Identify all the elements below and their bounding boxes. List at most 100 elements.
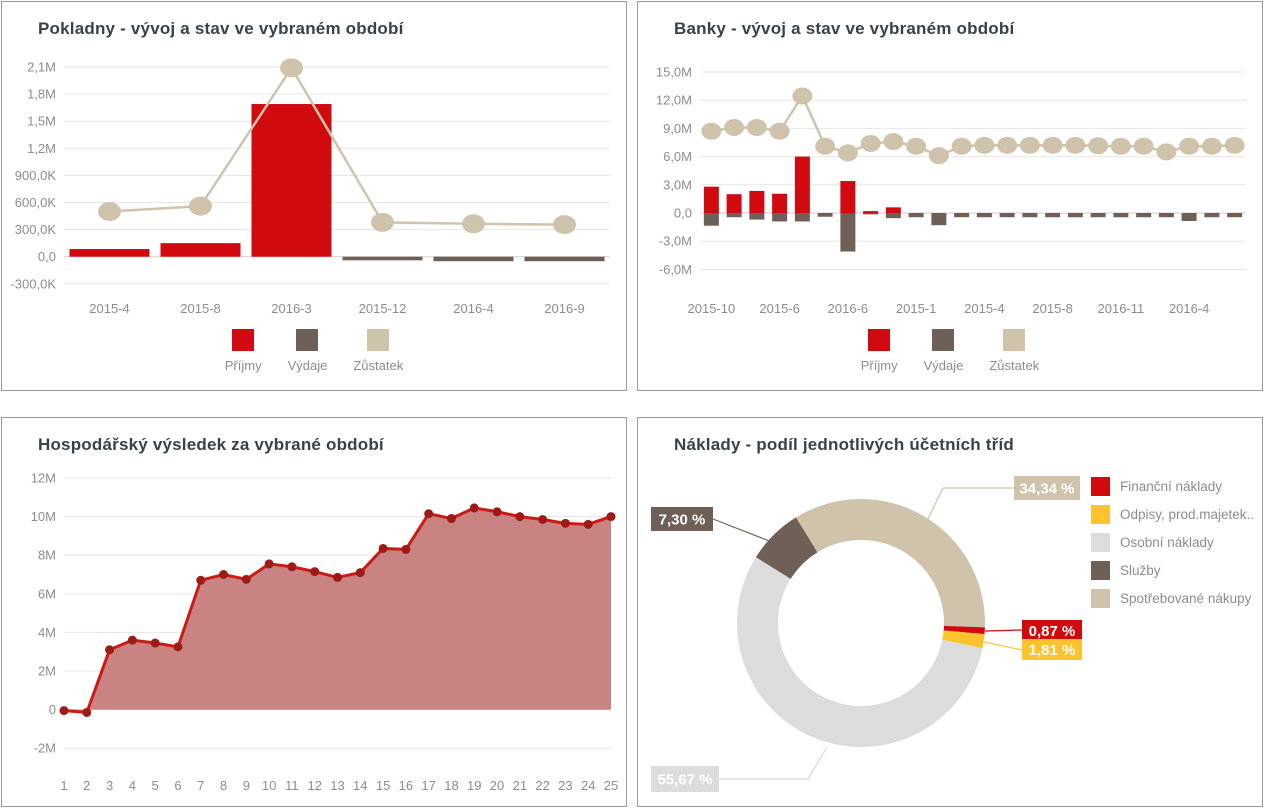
legend-item-spotrebovane-nakupy[interactable]: Spotřebované nákupy <box>1091 589 1254 608</box>
bar-Výdaje-22[interactable] <box>1204 213 1220 218</box>
bar-Výdaje-3[interactable] <box>772 213 788 222</box>
legend-item-zustatek[interactable]: Zůstatek <box>353 329 403 373</box>
point-21[interactable] <box>515 512 525 522</box>
donut-slice-1[interactable] <box>943 625 985 635</box>
point-17[interactable] <box>424 509 434 519</box>
banky-bar-line-chart[interactable]: 15,0M 12,0M 9,0M 6,0M 3,0M 0,0 -3,0M -6,0M 2015-… <box>638 2 1262 390</box>
bar-Příjmy-1[interactable] <box>160 243 241 257</box>
legend-item-prijmy[interactable]: Příjmy <box>861 329 898 373</box>
point-Zůstatek-3[interactable] <box>769 122 790 140</box>
bar-Výdaje-20[interactable] <box>1158 213 1174 218</box>
bar-Výdaje-5[interactable] <box>817 213 833 217</box>
point-6[interactable] <box>173 642 183 652</box>
point-Zůstatek-2[interactable] <box>746 118 767 136</box>
naklady-donut-chart[interactable]: 34,34 % 0,87 % 1,81 % 55,67 % 7,30 % <box>638 418 1262 806</box>
point-Zůstatek-5[interactable] <box>815 137 836 155</box>
point-Zůstatek-7[interactable] <box>860 134 881 152</box>
point-18[interactable] <box>446 514 456 524</box>
bar-Výdaje-11[interactable] <box>954 213 970 218</box>
point-Zůstatek-13[interactable] <box>997 136 1018 154</box>
bar-Výdaje-2[interactable] <box>749 213 765 220</box>
legend-item-sluzby[interactable]: Služby <box>1091 561 1254 580</box>
bar-Výdaje-17[interactable] <box>1090 213 1106 218</box>
point-Zůstatek-10[interactable] <box>928 147 949 165</box>
point-Zůstatek-12[interactable] <box>974 136 995 154</box>
point-5[interactable] <box>150 638 160 648</box>
point-Zůstatek-0[interactable] <box>701 122 722 140</box>
bar-Příjmy-1[interactable] <box>726 194 742 213</box>
point-3[interactable] <box>105 645 115 655</box>
bar-Výdaje-16[interactable] <box>1067 213 1083 218</box>
bar-Výdaje-5[interactable] <box>524 256 605 262</box>
point-10[interactable] <box>264 559 274 569</box>
bar-Výdaje-0[interactable] <box>703 213 719 226</box>
bar-Příjmy-2[interactable] <box>251 104 332 257</box>
point-Zůstatek-14[interactable] <box>1019 136 1040 154</box>
point-20[interactable] <box>492 507 502 517</box>
point-Zůstatek-1[interactable] <box>189 196 212 216</box>
point-Zůstatek-19[interactable] <box>1133 137 1154 155</box>
point-Zůstatek-0[interactable] <box>98 202 121 222</box>
point-Zůstatek-1[interactable] <box>724 118 745 136</box>
point-Zůstatek-16[interactable] <box>1065 136 1086 154</box>
donut-slice-4[interactable] <box>755 517 818 579</box>
point-Zůstatek-18[interactable] <box>1110 137 1131 155</box>
point-23[interactable] <box>560 518 570 528</box>
point-Zůstatek-4[interactable] <box>462 214 485 234</box>
bar-Výdaje-21[interactable] <box>1181 213 1197 221</box>
bar-Výdaje-9[interactable] <box>908 213 924 218</box>
donut-slice-0[interactable] <box>796 499 985 628</box>
point-25[interactable] <box>606 512 616 522</box>
point-Zůstatek-23[interactable] <box>1224 136 1245 154</box>
point-Zůstatek-21[interactable] <box>1179 137 1200 155</box>
point-24[interactable] <box>583 519 593 529</box>
legend-item-osobni-naklady[interactable]: Osobní náklady <box>1091 533 1254 552</box>
bar-Příjmy-8[interactable] <box>885 207 901 213</box>
point-Zůstatek-20[interactable] <box>1156 143 1177 161</box>
point-8[interactable] <box>219 570 229 579</box>
bar-Výdaje-19[interactable] <box>1136 213 1152 218</box>
point-7[interactable] <box>196 575 206 585</box>
point-16[interactable] <box>401 544 411 554</box>
bar-Příjmy-2[interactable] <box>749 190 765 213</box>
legend-item-vydaje[interactable]: Výdaje <box>288 329 327 373</box>
legend-item-prijmy[interactable]: Příjmy <box>225 329 262 373</box>
point-Zůstatek-8[interactable] <box>883 133 904 151</box>
point-Zůstatek-6[interactable] <box>837 144 858 162</box>
point-Zůstatek-2[interactable] <box>280 58 303 78</box>
point-14[interactable] <box>355 568 365 578</box>
bar-Výdaje-7[interactable] <box>863 213 879 215</box>
legend-item-vydaje[interactable]: Výdaje <box>924 329 963 373</box>
point-Zůstatek-9[interactable] <box>906 137 927 155</box>
point-12[interactable] <box>310 567 320 577</box>
bar-Výdaje-12[interactable] <box>976 213 992 218</box>
bar-Příjmy-0[interactable] <box>69 249 150 257</box>
point-9[interactable] <box>241 574 251 584</box>
bar-Výdaje-6[interactable] <box>840 213 856 252</box>
bar-Příjmy-7[interactable] <box>863 211 879 213</box>
bar-Výdaje-14[interactable] <box>1022 213 1038 218</box>
bar-Výdaje-4[interactable] <box>794 213 810 222</box>
point-1[interactable] <box>59 706 69 716</box>
point-13[interactable] <box>333 572 342 582</box>
bar-Výdaje-4[interactable] <box>433 256 514 262</box>
point-Zůstatek-11[interactable] <box>951 137 972 155</box>
point-Zůstatek-15[interactable] <box>1042 136 1063 154</box>
point-19[interactable] <box>469 503 479 513</box>
point-Zůstatek-17[interactable] <box>1088 137 1109 155</box>
point-Zůstatek-22[interactable] <box>1201 137 1222 155</box>
point-Zůstatek-4[interactable] <box>792 87 813 105</box>
point-Zůstatek-5[interactable] <box>553 215 576 235</box>
bar-Příjmy-6[interactable] <box>840 181 856 213</box>
legend-item-zustatek[interactable]: Zůstatek <box>989 329 1039 373</box>
point-15[interactable] <box>378 543 388 553</box>
legend-item-financni-naklady[interactable]: Finanční náklady <box>1091 477 1254 496</box>
bar-Výdaje-10[interactable] <box>931 213 947 226</box>
bar-Příjmy-3[interactable] <box>772 193 788 213</box>
donut-slice-2[interactable] <box>942 630 985 649</box>
donut-slice-3[interactable] <box>737 557 983 747</box>
point-4[interactable] <box>127 635 137 645</box>
bar-Příjmy-4[interactable] <box>794 156 810 213</box>
bar-Výdaje-13[interactable] <box>999 213 1015 218</box>
